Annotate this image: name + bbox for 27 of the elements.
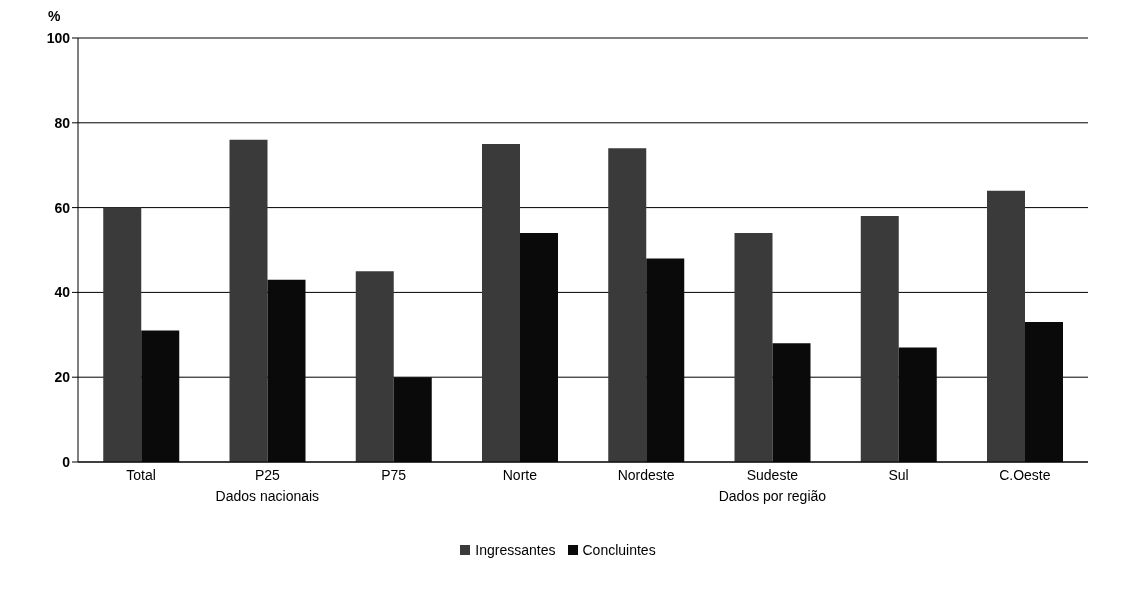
y-tick-label: 80 [54,114,71,131]
x-tick-label: Sul [888,466,909,483]
y-tick-label: 0 [62,453,71,470]
y-tick-label: 20 [54,369,71,386]
x-tick-label: Sudeste [746,466,799,483]
x-tick-label: P75 [381,466,407,483]
bar [608,148,647,462]
bar [734,233,773,462]
x-tick-label: P25 [254,466,281,483]
x-tick-label: Nordeste [617,466,675,483]
bar [482,144,520,462]
x-tick-label: Total [126,466,156,483]
y-tick-label: 100 [46,29,71,46]
x-tick-label: C.Oeste [999,466,1051,483]
y-tick-label: 60 [54,199,71,216]
bar [229,139,268,462]
x-tick-label: Norte [502,466,538,483]
y-tick-label: 40 [54,284,71,301]
legend-label: Concluintes [582,542,656,558]
bar [355,271,394,462]
bar [103,207,142,462]
text: Dados por região [717,488,828,504]
bar [860,216,899,462]
y-axis-title: % [48,8,61,24]
legend-label: Ingressantes [475,542,556,558]
bar [987,190,1025,462]
text: Dados nacionais [214,488,321,504]
